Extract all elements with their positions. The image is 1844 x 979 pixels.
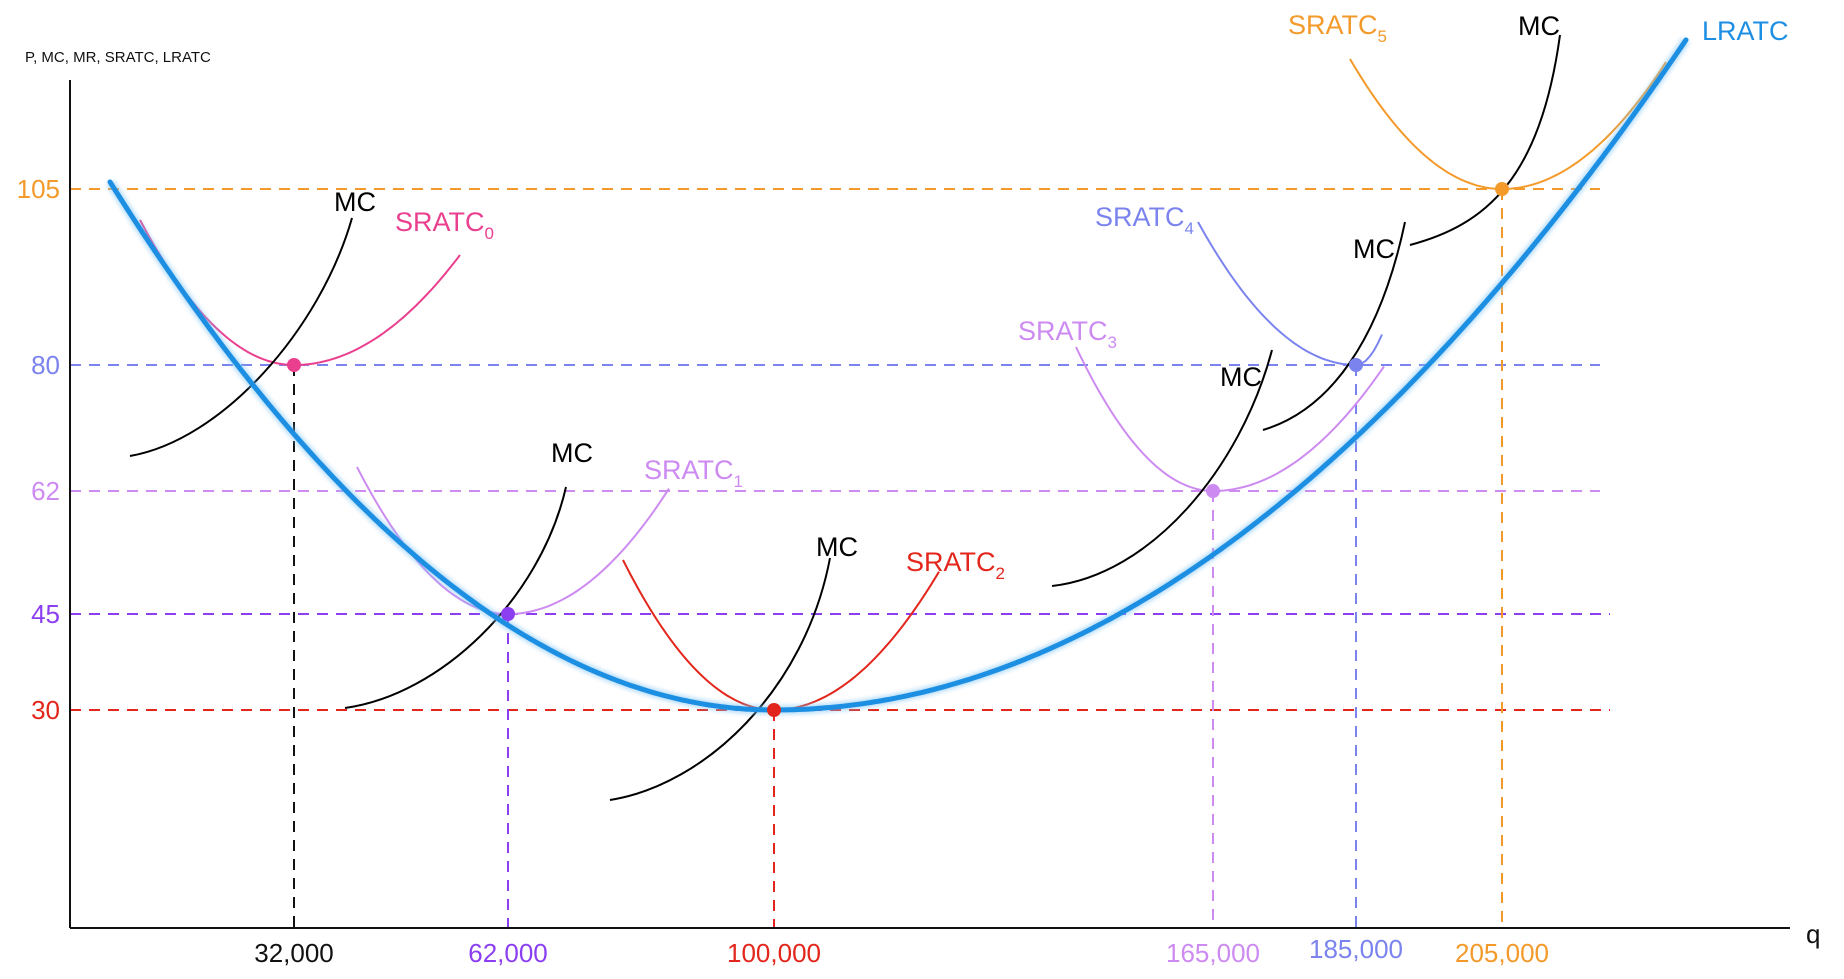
sratc-2-label: SRATC2 [906, 547, 1005, 583]
mc-curve-5 [1409, 34, 1561, 246]
x-tick-label-185,000: 185,000 [1309, 934, 1403, 964]
sratc-3-curve [1075, 346, 1385, 492]
tangency-point-62000 [501, 607, 515, 621]
sratc-4-label: SRATC4 [1095, 202, 1194, 238]
sratc-5-label: SRATC5 [1288, 10, 1387, 46]
y-axis-label: P, MC, MR, SRATC, LRATC [25, 49, 211, 66]
mc-curve-0 [129, 217, 353, 457]
y-tick-label-80: 80 [31, 350, 60, 380]
sratc-0-label: SRATC0 [395, 207, 494, 243]
mc-label-1: MC [551, 438, 593, 468]
y-tick-label-45: 45 [31, 599, 60, 629]
tangency-point-185000 [1349, 358, 1363, 372]
mc-curve-2 [609, 557, 831, 801]
y-tick-label-62: 62 [31, 476, 60, 506]
mc-curve-1 [344, 486, 567, 709]
sratc-2-curve [622, 559, 940, 712]
mc-label-2: MC [816, 532, 858, 562]
x-tick-label-165,000: 165,000 [1166, 938, 1260, 968]
lratc-curve [107, 37, 1689, 713]
mc-curve-3 [1051, 349, 1273, 587]
tangency-point-100000 [767, 703, 781, 717]
sratc-1-label: SRATC1 [644, 455, 743, 491]
mc-label-5: MC [1518, 11, 1560, 41]
x-tick-label-32,000: 32,000 [254, 938, 334, 968]
y-tick-label-30: 30 [31, 695, 60, 725]
lratc-glow [106, 37, 1690, 715]
y-tick-label-105: 105 [17, 174, 60, 204]
curves [106, 34, 1690, 801]
tangency-point-205000 [1495, 182, 1509, 196]
x-tick-label-100,000: 100,000 [727, 938, 821, 968]
x-tick-label-205,000: 205,000 [1455, 938, 1549, 968]
tangency-point-165000 [1206, 484, 1220, 498]
mc-label-0: MC [334, 187, 376, 217]
lratc-label: LRATC [1702, 16, 1789, 46]
x-axis-label: q [1806, 919, 1820, 949]
labels: P, MC, MR, SRATC, LRATC q 105 80 62 45 30 32,00… [17, 10, 1821, 968]
mc-label-4: MC [1353, 234, 1395, 264]
x-tick-label-62,000: 62,000 [468, 938, 548, 968]
tangency-points [287, 182, 1509, 717]
mc-label-3: MC [1220, 362, 1262, 392]
tangency-point-32000 [287, 358, 301, 372]
sratc-5-curve [1349, 58, 1667, 191]
sratc-3-label: SRATC3 [1018, 316, 1117, 352]
axes [69, 80, 1790, 929]
